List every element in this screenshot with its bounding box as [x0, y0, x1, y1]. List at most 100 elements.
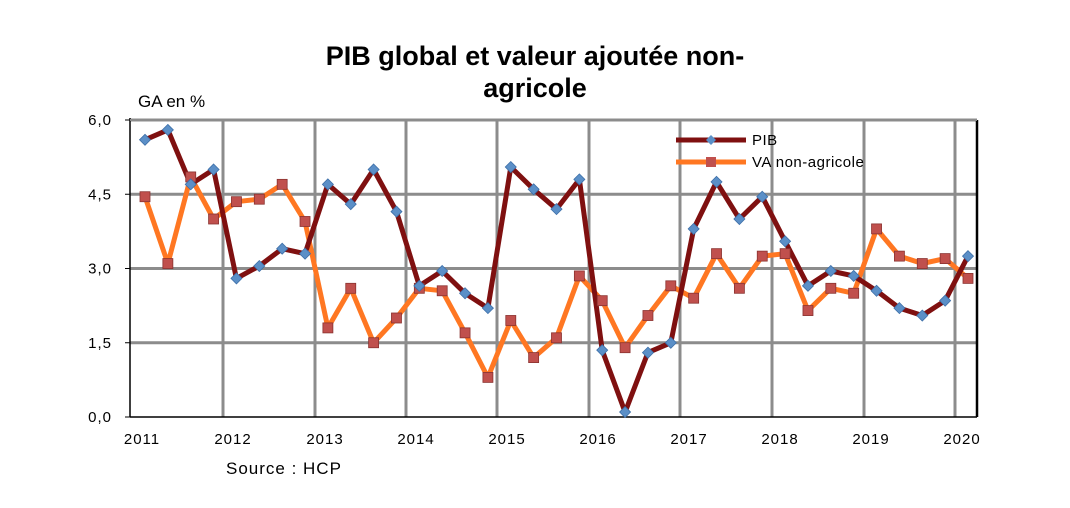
y-tick-label: 4,5 [88, 186, 112, 203]
data-point-pib [801, 279, 815, 292]
data-point-va-non-agricole [733, 282, 745, 294]
data-point-va-non-agricole [962, 272, 974, 284]
data-point-pib [939, 294, 952, 307]
data-point-pib [344, 198, 357, 211]
data-point-pib [573, 173, 586, 186]
data-point-pib [367, 163, 380, 176]
y-tick-label: 6,0 [88, 112, 112, 129]
chart-title-line-1: PIB global et valeur ajoutée non- [325, 41, 745, 71]
x-tick-label: 2017 [670, 431, 707, 448]
data-point-va-non-agricole [276, 178, 288, 190]
data-point-va-non-agricole [253, 193, 265, 205]
data-point-va-non-agricole [642, 310, 654, 321]
data-point-va-non-agricole [802, 305, 814, 316]
data-point-pib [824, 264, 837, 278]
x-tick-label: 2015 [488, 431, 525, 448]
data-point-pib [184, 178, 197, 191]
data-point-va-non-agricole [825, 282, 837, 294]
data-point-va-non-agricole [711, 248, 722, 260]
data-point-pib [481, 302, 494, 315]
data-point-pib [458, 287, 472, 300]
y-tick-labels: 0,0 1,5 3,0 4,5 6,0 [88, 112, 112, 426]
legend-marker-va-non-agricole [706, 157, 716, 167]
data-point-va-non-agricole [871, 223, 882, 235]
data-point-pib [321, 178, 334, 191]
chart-title: PIB global et valeur ajoutée non- agrico… [0, 40, 1070, 104]
x-tick-label: 2011 [124, 431, 160, 448]
data-point-va-non-agricole [665, 280, 677, 292]
data-point-va-non-agricole [916, 258, 928, 269]
data-point-va-non-agricole [688, 292, 700, 304]
legend: PIB VA non-agricole [676, 132, 864, 171]
data-point-pib [756, 190, 769, 203]
data-point-va-non-agricole [779, 248, 791, 260]
data-point-pib [253, 259, 266, 273]
data-point-va-non-agricole [894, 250, 905, 262]
series-group [138, 123, 975, 419]
data-point-va-non-agricole [345, 282, 357, 294]
y-axis-label: GA en % [138, 92, 205, 111]
data-point-va-non-agricole [848, 287, 860, 299]
data-point-pib [230, 272, 243, 285]
x-tick-label: 2013 [306, 431, 343, 448]
data-point-pib [779, 235, 792, 248]
y-tick-label: 0,0 [88, 409, 112, 426]
data-point-va-non-agricole [505, 315, 517, 326]
data-point-pib [596, 344, 609, 357]
series-line-pib [144, 127, 971, 415]
data-point-va-non-agricole [322, 322, 334, 334]
data-point-pib [687, 222, 700, 235]
y-tick-label: 3,0 [88, 261, 112, 278]
data-point-pib [207, 163, 220, 176]
legend-marker-pib [706, 135, 716, 145]
x-tick-label: 2014 [397, 431, 434, 448]
data-point-va-non-agricole [231, 196, 242, 208]
data-point-va-non-agricole [139, 191, 151, 203]
data-point-pib [276, 242, 289, 255]
data-point-pib [641, 346, 655, 359]
y-tick-label: 1,5 [88, 335, 112, 352]
data-point-va-non-agricole [596, 295, 608, 307]
data-point-pib [161, 123, 174, 136]
data-point-va-non-agricole [368, 337, 380, 349]
x-tick-label: 2020 [943, 431, 980, 448]
data-point-va-non-agricole [459, 327, 471, 339]
data-point-pib [847, 269, 860, 282]
chart-title-line-2: agricole [483, 73, 587, 103]
data-point-pib [390, 205, 403, 218]
data-point-pib [710, 175, 723, 188]
x-tick-label: 2012 [214, 431, 251, 448]
data-point-va-non-agricole [939, 253, 951, 265]
data-point-va-non-agricole [756, 250, 768, 262]
legend-label-0: PIB [752, 132, 778, 149]
x-tick-label: 2019 [852, 431, 889, 448]
data-point-va-non-agricole [482, 371, 494, 383]
data-point-pib [893, 302, 906, 315]
data-point-pib [664, 336, 677, 349]
data-point-pib [504, 160, 517, 174]
data-point-pib [733, 212, 746, 226]
data-point-pib [138, 133, 152, 146]
data-point-pib [413, 279, 426, 292]
legend-label-1: VA non-agricole [752, 154, 864, 171]
data-point-pib [550, 203, 563, 216]
data-point-va-non-agricole [391, 312, 402, 324]
data-point-pib [961, 250, 975, 263]
x-tick-label: 2016 [579, 431, 616, 448]
source-note: Source : HCP [226, 459, 342, 478]
data-point-pib [527, 183, 540, 196]
data-point-pib [436, 264, 449, 278]
x-tick-labels: 2011 2012 2013 2014 2015 2016 2017 2018 2019 2020 [124, 431, 980, 448]
data-point-va-non-agricole [162, 258, 174, 269]
data-point-pib [619, 405, 632, 419]
x-tick-label: 2018 [761, 431, 798, 448]
data-point-pib [298, 247, 312, 260]
data-point-va-non-agricole [299, 216, 311, 227]
axes [125, 118, 979, 418]
data-point-pib [870, 284, 883, 297]
data-point-pib [916, 309, 929, 322]
data-point-va-non-agricole [436, 285, 448, 297]
data-point-va-non-agricole [573, 270, 585, 282]
data-point-va-non-agricole [619, 342, 631, 354]
